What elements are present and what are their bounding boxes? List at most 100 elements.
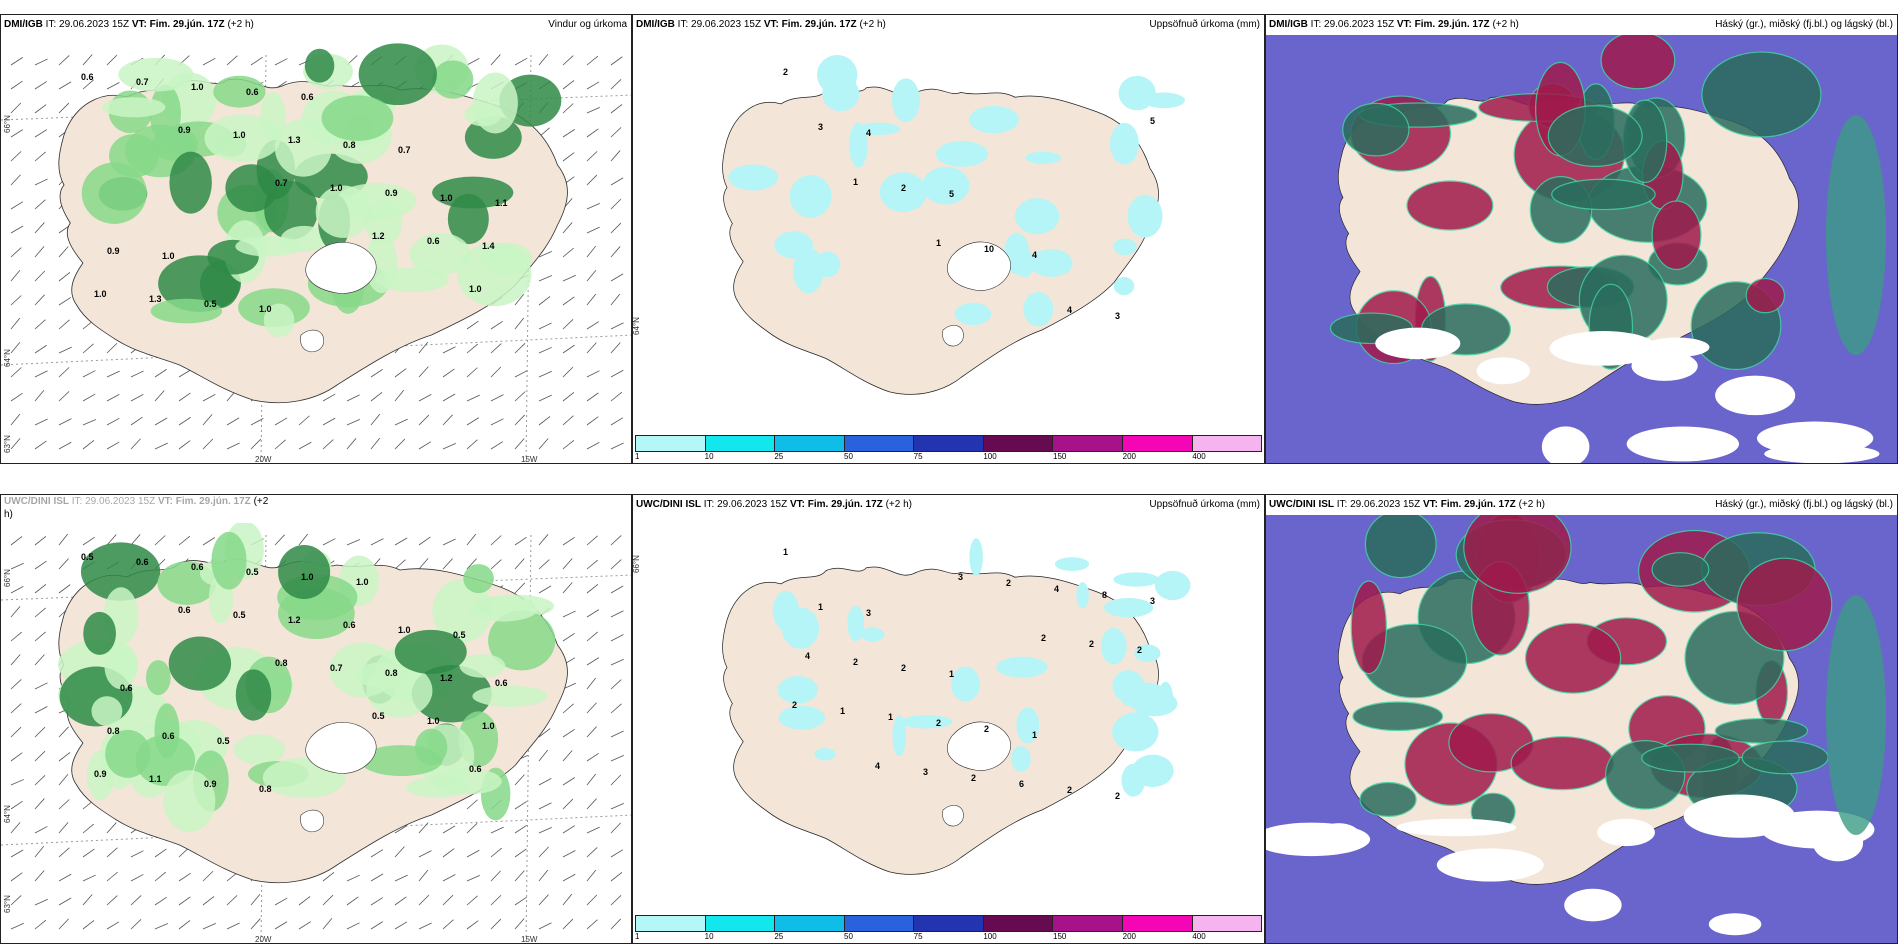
wind-barb xyxy=(418,822,429,834)
low-cloud-blob xyxy=(1318,823,1359,844)
wind-barb xyxy=(10,779,25,786)
wind-barb xyxy=(586,174,598,186)
precip-blob xyxy=(472,72,518,134)
wind-barb xyxy=(562,632,575,642)
colorbar-swatch xyxy=(844,916,915,931)
wind-barb xyxy=(130,438,141,450)
low-cloud-blob xyxy=(1549,331,1658,366)
wind-barb xyxy=(10,225,24,234)
precip-value-label: 0.6 xyxy=(81,72,94,82)
wind-barb xyxy=(34,151,46,162)
wind-barb xyxy=(10,438,21,450)
precip-blob xyxy=(278,545,331,600)
wind-barb xyxy=(34,870,45,882)
wind-barb xyxy=(34,294,45,306)
wind-barb xyxy=(34,898,48,906)
wind-barb xyxy=(538,922,552,930)
init-time: IT: 29.06.2023 15Z xyxy=(703,499,788,510)
valid-time: VT: Fim. 29.jún. 17Z xyxy=(157,496,251,507)
accum-blob xyxy=(996,656,1048,678)
precip-value-label: 1.1 xyxy=(495,198,508,208)
forecast-offset-wrap: h) xyxy=(4,509,13,520)
panel-accum-dmi: DMI/IGB IT: 29.06.2023 15Z VT: Fim. 29.j… xyxy=(632,14,1265,464)
wind-barb xyxy=(58,726,69,738)
accum-blob xyxy=(951,666,980,702)
cloud-blob xyxy=(1826,115,1886,355)
wind-barb xyxy=(178,920,191,930)
accum-value-label: 2 xyxy=(1006,578,1011,588)
wind-barb xyxy=(10,800,23,810)
wind-barb xyxy=(178,535,191,546)
wind-barb xyxy=(442,443,456,450)
precip-value-label: 0.5 xyxy=(372,711,385,721)
accum-blob xyxy=(1100,627,1127,665)
precip-value-label: 1.0 xyxy=(94,289,107,299)
wind-barb xyxy=(610,774,622,786)
wind-barb xyxy=(586,535,598,546)
wind-barb xyxy=(346,419,361,426)
forecast-offset: (+2 h) xyxy=(1492,19,1519,30)
precip-blob xyxy=(304,48,335,83)
wind-barb xyxy=(322,894,334,906)
wind-barb xyxy=(130,534,141,546)
precip-value-label: 0.9 xyxy=(178,125,191,135)
wind-barb xyxy=(322,393,336,402)
colorbar-tick: 100 xyxy=(983,932,997,941)
precip-value-label: 0.7 xyxy=(330,663,343,673)
low-cloud-blob xyxy=(1708,913,1762,936)
wind-barb xyxy=(274,58,288,66)
low-cloud-blob xyxy=(1715,375,1796,416)
cloud-blob xyxy=(1406,180,1494,231)
accum-field xyxy=(772,538,1191,797)
low-cloud-blob xyxy=(1626,426,1740,462)
wind-barb xyxy=(538,894,549,906)
low-cloud-blob xyxy=(1375,327,1461,360)
accum-blob xyxy=(1131,754,1174,787)
wind-barb xyxy=(490,54,501,66)
accum-value-label: 4 xyxy=(866,128,871,138)
wind-barb xyxy=(562,152,575,162)
precip-blob xyxy=(154,703,180,759)
wind-barb xyxy=(82,440,95,450)
panel-header: UWC/DINI ISL IT: 29.06.2023 15Z VT: Fim.… xyxy=(1,495,631,523)
lon-label-20w: 20W xyxy=(255,935,272,944)
wind-barb xyxy=(586,442,600,450)
precip-blob xyxy=(118,57,194,92)
wind-barb xyxy=(298,896,311,906)
wind-barb xyxy=(274,439,286,450)
precip-blob xyxy=(169,151,212,214)
wind-barb xyxy=(298,533,309,546)
wind-barb xyxy=(514,342,526,354)
wind-barb xyxy=(130,895,142,906)
wind-barb xyxy=(58,822,69,834)
wind-barb xyxy=(82,393,96,402)
model-source: DMI/IGB xyxy=(1269,19,1308,30)
accum-blob xyxy=(954,302,992,326)
precip-blob xyxy=(101,97,166,118)
wind-barb xyxy=(178,872,191,882)
low-cloud-blob xyxy=(1436,848,1544,882)
wind-barb xyxy=(610,730,624,738)
wind-barb xyxy=(82,894,93,906)
panel-title: Vindur og úrkoma xyxy=(548,19,627,30)
cloud-blob xyxy=(1463,515,1572,594)
precip-value-label: 1.4 xyxy=(482,241,495,251)
colorbar-swatch xyxy=(914,916,984,931)
wind-barb xyxy=(202,896,215,906)
wind-barb xyxy=(562,319,574,330)
wind-precip-map: 0.6 0.9 0.7 1.2 1.0 0.7 1.0 1.0 0.6 1.0 1.0 1.3 0.9 1… xyxy=(1,35,631,463)
colorbar-swatch xyxy=(775,436,845,451)
accum-value-label: 4 xyxy=(1032,250,1037,260)
wind-barb xyxy=(490,441,504,450)
wind-barb xyxy=(322,918,333,930)
accum-blob xyxy=(860,627,885,642)
wind-barb xyxy=(586,702,597,714)
accum-blob xyxy=(922,166,970,205)
wind-barb xyxy=(370,849,384,858)
glacier xyxy=(305,242,377,294)
wind-barb xyxy=(82,419,97,426)
precip-value-label: 0.8 xyxy=(385,668,398,678)
wind-barb xyxy=(442,393,456,402)
wind-barb xyxy=(538,778,552,786)
wind-barb xyxy=(562,55,574,66)
